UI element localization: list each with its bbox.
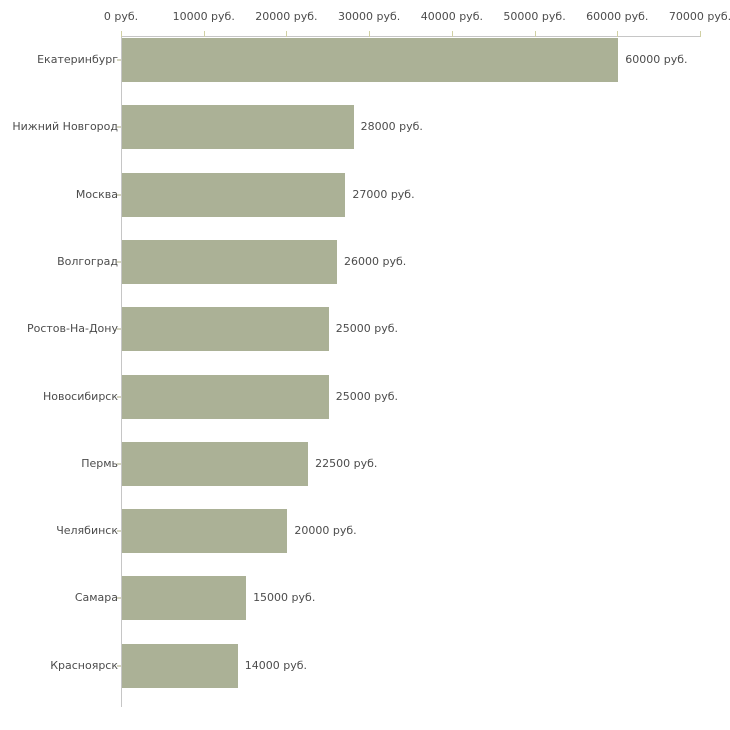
value-label: 26000 руб. [344,254,407,268]
category-label: Москва [75,187,118,201]
category-label: Пермь [81,456,118,470]
x-axis-tick-label: 0 руб. [103,10,139,23]
x-axis-tick [700,31,701,37]
value-label: 28000 руб. [360,120,423,134]
category-label: Волгоград [57,254,118,268]
x-axis-tick [534,31,536,37]
bar [122,509,288,554]
bar [122,239,338,284]
bar [122,172,346,217]
value-label: 60000 руб. [625,53,688,66]
bar [122,643,238,688]
x-axis-tick [121,31,122,37]
value-label: 22500 руб. [315,456,378,470]
x-axis-tick [286,31,288,37]
y-axis-tick [117,193,121,196]
category-label: Екатеринбург [37,53,118,66]
category-label: Новосибирск [42,389,118,403]
y-axis-tick [117,530,121,533]
value-label: 15000 руб. [253,591,316,605]
x-axis-tick-label: 10000 руб. [172,10,235,23]
y-axis-tick [117,260,121,263]
x-axis-tick-label: 60000 руб. [586,10,649,23]
x-axis-tick [617,31,619,37]
value-label: 25000 руб. [335,389,399,403]
x-axis-tick-label: 40000 руб. [420,10,483,23]
x-axis-tick-label: 50000 руб. [503,10,566,23]
x-axis-tick-label: 30000 руб. [338,10,401,23]
category-label: Красноярск [50,658,118,672]
y-axis-tick [117,664,121,667]
category-label: Самара [74,591,118,605]
x-axis-tick-label: 70000 руб. [668,10,730,23]
bar [122,38,619,82]
y-axis-tick [117,59,121,61]
y-axis-tick [117,395,121,398]
x-axis-line [121,36,701,37]
y-axis-tick [117,597,121,600]
category-label: Ростов-На-Дону [26,322,118,336]
x-axis-tick [451,31,453,37]
x-axis-tick [203,31,205,37]
value-label: 20000 руб. [294,524,357,538]
bar [122,307,329,352]
x-axis-tick-label: 20000 руб. [255,10,318,23]
bar [122,374,329,419]
bar [122,441,309,486]
y-axis-tick [117,462,121,465]
x-axis-tick [369,31,371,37]
category-label: Челябинск [56,524,118,538]
value-label: 14000 руб. [244,658,308,672]
bar [122,105,354,150]
value-label: 27000 руб. [352,187,415,201]
category-label: Нижний Новгород [12,120,118,134]
y-axis-tick [117,328,121,331]
y-axis-line [121,36,122,707]
y-axis-tick [117,126,121,129]
value-label: 25000 руб. [335,322,399,336]
bar [122,576,247,621]
